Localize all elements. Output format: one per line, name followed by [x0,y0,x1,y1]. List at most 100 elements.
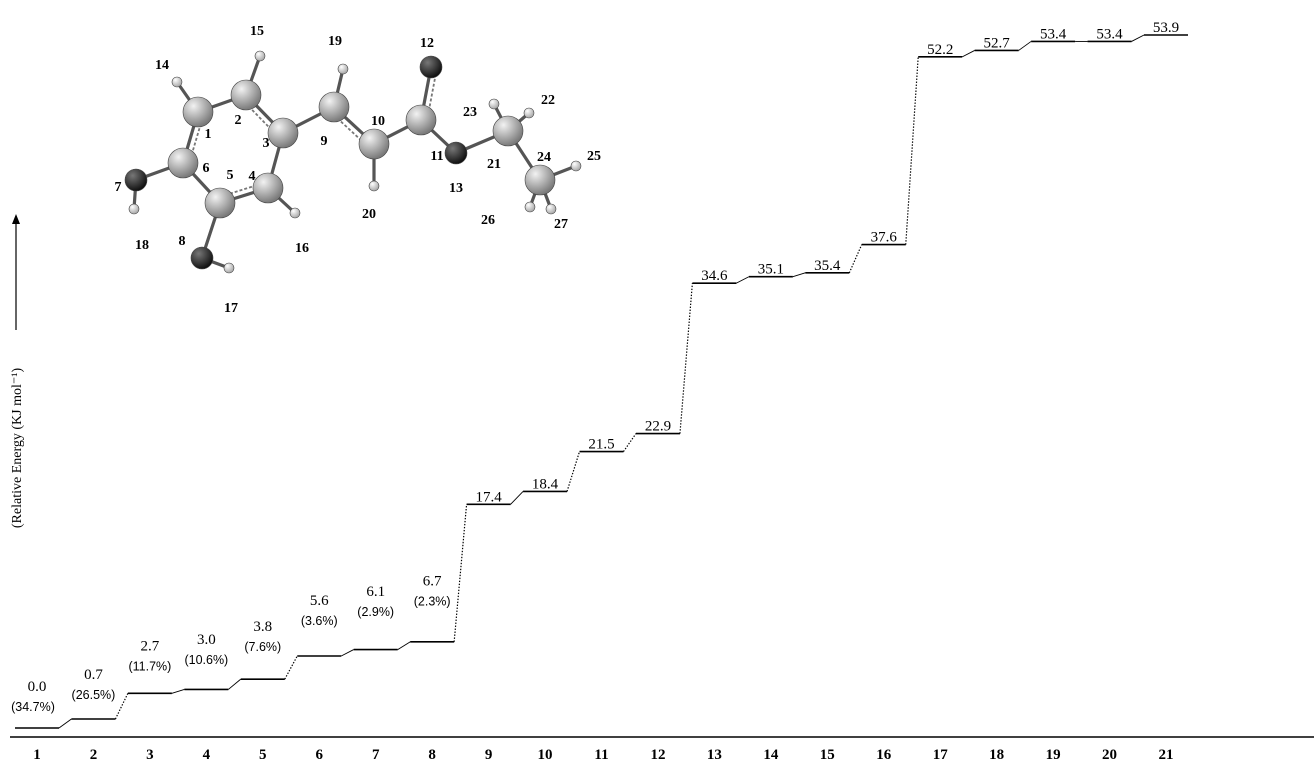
carbon-atom [267,117,299,149]
carbon-atom [230,79,262,111]
oxygen-atom [190,246,214,270]
atom-label: 19 [328,34,342,49]
double-bond [187,113,205,165]
energy-levels [15,34,1188,729]
x-tick-label: 8 [428,747,436,763]
connector-5-6 [284,655,298,680]
x-tick-label: 20 [1102,747,1117,763]
connector-14-15 [792,272,806,278]
oxygen-atom [124,168,148,192]
carbon-atom [204,187,236,219]
oxygen-atom [419,55,443,79]
energy-value-label: 22.9 [645,419,671,435]
population-label: (7.6%) [244,640,281,654]
population-labels: (34.7%) (26.5%) (11.7%) (10.6%) (7.6%) (3.6%)… [11,594,450,714]
atom-label: 12 [420,36,434,51]
energy-value-label: 0.7 [84,667,103,683]
hydrogen-atom [128,203,140,215]
x-tick-label: 13 [707,747,722,763]
energy-value-labels: 0.0 0.7 2.7 3.0 3.8 5.6 6.1 6.7 17.4 18.4 21.5 22.9… [28,20,1180,695]
x-tick-label: 16 [876,747,892,763]
x-tick-label: 3 [146,747,154,763]
connector-2-3 [114,693,129,720]
energy-value-label: 21.5 [588,437,614,453]
energy-value-label: 53.4 [1096,26,1123,42]
x-tick-label: 14 [763,747,779,763]
connector-8-9 [453,504,468,642]
energy-value-label: 3.8 [253,619,272,635]
x-tick-labels: 1 2 3 4 5 6 7 8 9 10 11 12 13 14 15 16 17 18 19 20 21 [33,747,1173,763]
level-connectors [58,34,1145,729]
energy-value-label: 6.1 [366,584,385,600]
atom-label: 13 [449,181,463,196]
energy-value-label: 53.9 [1153,20,1179,36]
atom-label: 17 [224,301,238,316]
atom-label: 15 [250,24,264,39]
carbon-atom [252,172,284,204]
energy-value-label: 3.0 [197,632,216,648]
energy-value-label: 35.1 [758,262,784,278]
energy-value-label: 53.4 [1040,26,1067,42]
atom-label: 14 [155,58,169,73]
atom-label: 11 [430,149,443,164]
connector-9-10 [510,491,524,505]
connector-17-18 [961,50,975,58]
atom-label: 20 [362,207,376,222]
hydrogen-atom [171,76,183,88]
hydrogen-atom [488,98,500,110]
hydrogen-atom [289,207,301,219]
x-tick-label: 10 [538,747,553,763]
population-label: (26.5%) [72,688,116,702]
atom-label: 8 [179,234,186,249]
hydrogen-atom [254,50,266,62]
double-bond [241,98,280,138]
carbon-atom [405,104,437,136]
x-tick-label: 12 [650,747,665,763]
atom-label: 22 [541,93,555,108]
population-label: (10.6%) [184,653,228,667]
x-tick-label: 5 [259,747,267,763]
energy-value-label: 17.4 [475,489,502,505]
energy-value-label: 6.7 [423,573,442,589]
connector-3-4 [171,688,185,694]
x-tick-label: 4 [203,747,211,763]
carbon-atom [492,115,524,147]
atom-label: 7 [115,180,122,195]
population-label: (3.6%) [301,614,338,628]
atom-label: 9 [321,134,328,149]
atom-label: 3 [263,136,270,151]
energy-value-label: 52.7 [984,35,1011,51]
connector-15-16 [848,244,863,274]
x-tick-label: 2 [90,747,98,763]
atom-label: 18 [135,238,149,253]
hydrogen-atom [337,63,349,75]
atom-label: 27 [554,217,568,232]
energy-value-label: 2.7 [141,639,160,655]
atom-label: 26 [481,213,495,228]
energy-value-label: 35.4 [814,258,841,274]
atom-label: 5 [227,168,234,183]
atom-label: 2 [235,113,242,128]
connector-11-12 [623,433,637,452]
connector-4-5 [228,678,242,690]
energy-value-label: 5.6 [310,593,329,609]
connector-1-2 [58,718,72,729]
carbon-atom [358,128,390,160]
hydrogen-atom [545,203,557,215]
population-label: (34.7%) [11,700,55,714]
x-tick-label: 17 [933,747,949,763]
hydrogen-atom [523,107,535,119]
energy-value-label: 0.0 [28,679,47,695]
atom-label: 25 [587,149,601,164]
hydrogen-atom [524,201,536,213]
x-tick-label: 7 [372,747,380,763]
hydrogen-atom [368,180,380,192]
double-bond [426,67,438,122]
x-tick-label: 18 [989,747,1004,763]
connector-16-17 [905,56,919,245]
carbon-atom [182,96,214,128]
hydrogen-atom [223,262,235,274]
x-tick-label: 9 [485,747,493,763]
carbon-atom [318,91,350,123]
